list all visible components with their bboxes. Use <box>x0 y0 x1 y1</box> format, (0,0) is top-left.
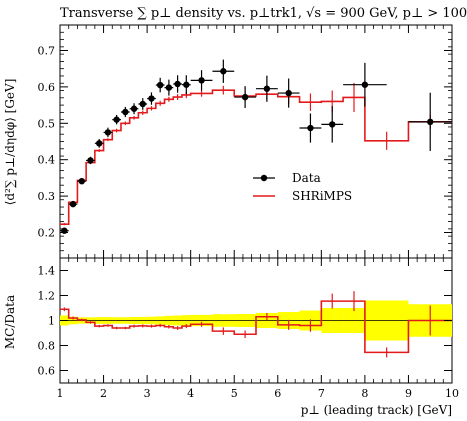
data-point-17 <box>241 93 249 101</box>
main-ytick-label-1: 0.3 <box>38 190 56 203</box>
data-point-2 <box>78 177 85 185</box>
data-point-18 <box>263 85 271 92</box>
y-axis-label-main: ⟨d²∑ p⊥/dηdφ⟩ [GeV] <box>3 79 17 206</box>
data-point-9 <box>139 100 146 108</box>
data-point-7 <box>122 108 129 116</box>
data-point-3 <box>87 157 94 164</box>
data-point-22 <box>361 81 369 88</box>
xtick-label-7: 8 <box>361 387 368 400</box>
mc-main-step-line <box>60 89 452 225</box>
data-points-main <box>60 59 452 234</box>
ratio-ytick-label-4: 1.4 <box>38 265 56 278</box>
data-point-19 <box>285 89 292 97</box>
data-point-20 <box>307 124 314 132</box>
data-point-6 <box>113 116 120 123</box>
ratio-ytick-label-2: 1 <box>48 315 55 328</box>
legend-data-label: Data <box>292 171 321 185</box>
data-point-23 <box>427 118 434 126</box>
data-point-21 <box>329 121 336 128</box>
data-point-10 <box>148 95 155 102</box>
chart-title: Transverse ∑ p⊥ density vs. p⊥trk1, √s =… <box>60 6 467 21</box>
xtick-label-8: 9 <box>405 387 412 400</box>
mc-histogram-main <box>60 82 452 226</box>
ratio-ytick-label-1: 0.8 <box>38 340 56 353</box>
axes-ticks: 0.2 0.3 0.4 0.5 0.6 0.7 0.6 0.8 1 1.2 1.4 1 2 3 4 5 6 7 8 9… <box>38 25 459 400</box>
legend: Data SHRiMPS <box>253 171 352 203</box>
main-ytick-label-5: 0.7 <box>38 44 56 57</box>
legend-data-marker <box>260 174 268 182</box>
data-point-16 <box>220 68 227 75</box>
data-point-11 <box>156 81 164 89</box>
data-point-12 <box>165 84 173 91</box>
data-point-8 <box>130 105 138 112</box>
data-point-5 <box>104 129 112 136</box>
data-point-14 <box>183 81 190 88</box>
xtick-label-3: 4 <box>187 387 194 400</box>
legend-shrimps-label: SHRiMPS <box>292 189 352 203</box>
xtick-label-1: 2 <box>100 387 107 400</box>
y-axis-label-ratio: MC/Data <box>3 295 17 349</box>
data-point-1 <box>69 200 77 208</box>
xtick-label-6: 7 <box>318 387 325 400</box>
data-point-4 <box>96 140 103 147</box>
xtick-label-5: 6 <box>274 387 281 400</box>
main-ytick-label-2: 0.4 <box>38 154 56 167</box>
xtick-label-9: 10 <box>445 387 459 400</box>
main-ytick-label-4: 0.6 <box>38 81 56 94</box>
data-point-15 <box>198 77 205 84</box>
main-ytick-label-0: 0.2 <box>38 227 56 240</box>
xtick-label-2: 3 <box>144 387 151 400</box>
data-point-13 <box>174 80 181 88</box>
ratio-ytick-label-0: 0.6 <box>38 365 56 378</box>
ratio-ytick-label-3: 1.2 <box>38 290 56 303</box>
x-axis-label: p⊥ (leading track) [GeV] <box>301 403 452 417</box>
xtick-label-4: 5 <box>231 387 238 400</box>
mc-histogram-ratio <box>60 291 452 358</box>
xtick-label-0: 1 <box>57 387 64 400</box>
main-ytick-label-3: 0.5 <box>38 117 56 130</box>
